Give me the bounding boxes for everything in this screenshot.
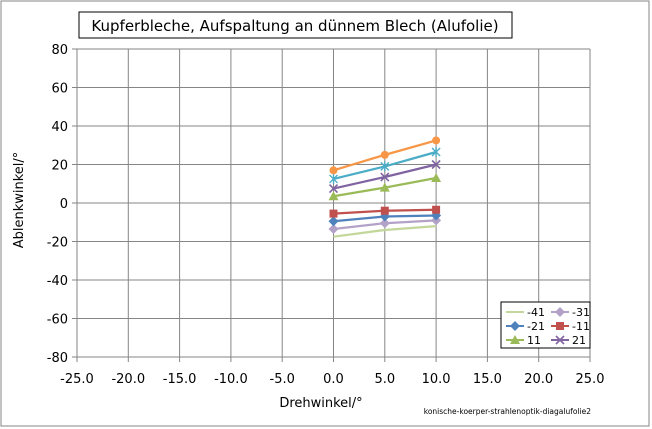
- data-series: [328, 136, 442, 238]
- axes: 80 60 40 20 0 -20 -40 -60 -80 -25.0 -20.0 -15.0 -10.…: [47, 43, 605, 387]
- data-point: [328, 191, 339, 201]
- legend-label: -11: [572, 320, 590, 333]
- x-tick-label: -20.0: [111, 372, 145, 387]
- legend-marker: [510, 321, 520, 331]
- y-tick-label: -40: [47, 274, 68, 289]
- data-point: [379, 218, 390, 229]
- data-point: [380, 206, 389, 215]
- series-11: [328, 172, 442, 201]
- y-tick-label: 40: [51, 120, 68, 135]
- legend-item: 11: [506, 334, 541, 347]
- series--11: [329, 205, 441, 218]
- legend-item: -41: [506, 306, 545, 319]
- data-point: [329, 209, 338, 218]
- data-point: [432, 205, 441, 214]
- series-31: [329, 146, 441, 184]
- x-tick-label: 10.0: [422, 372, 451, 387]
- legend-item: -31: [551, 306, 590, 319]
- title-group: Kupferbleche, Aufspaltung an dünnem Blec…: [78, 11, 513, 39]
- data-point: [431, 159, 441, 170]
- y-axis-label: Ablenkwinkel/°: [12, 152, 27, 249]
- x-tick-label: 20.0: [524, 372, 553, 387]
- title-box: [78, 11, 513, 39]
- x-tick-label: -15.0: [163, 372, 197, 387]
- y-tick-label: 80: [51, 43, 68, 58]
- series--41: [333, 224, 437, 238]
- x-tick-label: 5.0: [374, 372, 395, 387]
- data-point: [329, 166, 338, 175]
- legend-label: 11: [527, 334, 541, 347]
- data-point: [328, 183, 339, 194]
- grid-lines: [76, 48, 591, 358]
- data-point: [380, 150, 389, 159]
- x-tick-label: 25.0: [576, 372, 605, 387]
- legend-item: -21: [506, 320, 545, 333]
- legend-marker: [510, 335, 520, 344]
- legend-label: -41: [527, 306, 545, 319]
- data-point: [431, 146, 441, 157]
- y-tick-label: -60: [47, 313, 68, 328]
- legend-label: -31: [572, 306, 590, 319]
- legend-marker: [556, 322, 564, 330]
- data-point: [329, 173, 338, 184]
- data-point: [328, 216, 339, 227]
- legend-label: -21: [527, 320, 545, 333]
- data-point: [432, 136, 441, 145]
- y-tick-label: -20: [47, 236, 68, 251]
- legend-item: 21: [551, 334, 586, 347]
- x-axis-label: Drehwinkel/°: [279, 396, 362, 411]
- series-21: [328, 159, 441, 194]
- legend: -41 -31 -21 -11 11 21: [500, 301, 591, 349]
- legend-marker: [555, 335, 565, 345]
- x-tick-label: -10.0: [214, 372, 248, 387]
- x-tick-label: -5.0: [270, 372, 295, 387]
- legend-item: -11: [551, 320, 590, 333]
- y-tick-label: 20: [51, 159, 68, 174]
- data-point: [431, 172, 442, 182]
- legend-marker: [555, 307, 565, 317]
- chart-title: Kupferbleche, Aufspaltung an dünnem Blec…: [91, 17, 498, 35]
- data-point: [380, 172, 390, 182]
- y-tick-label: -80: [47, 351, 68, 366]
- series-41: [329, 136, 441, 175]
- x-tick-label: 15.0: [473, 372, 502, 387]
- y-tick-label: 60: [51, 82, 68, 97]
- x-tick-label: -25.0: [60, 372, 94, 387]
- y-tick-label: 0: [60, 197, 68, 212]
- legend-label: 21: [572, 334, 586, 347]
- series-line: [333, 224, 437, 238]
- footnote: konische-koerper-strahlenoptik-diagalufo…: [424, 407, 591, 416]
- x-tick-label: 0.0: [323, 372, 344, 387]
- data-point: [379, 182, 390, 192]
- data-point: [328, 223, 339, 234]
- data-point: [380, 161, 390, 172]
